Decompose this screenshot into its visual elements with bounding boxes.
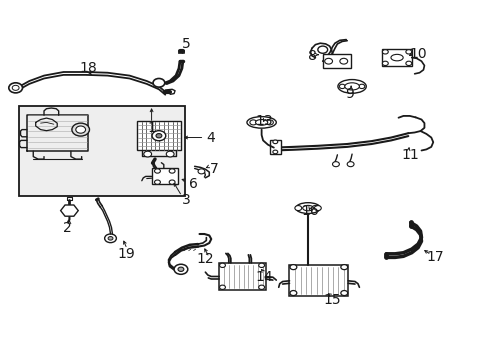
Ellipse shape	[255, 120, 267, 125]
Circle shape	[174, 264, 187, 274]
Ellipse shape	[344, 83, 359, 90]
Circle shape	[9, 83, 22, 93]
Text: 9: 9	[345, 87, 353, 100]
Circle shape	[153, 78, 164, 87]
Text: 14: 14	[255, 270, 272, 284]
Circle shape	[258, 285, 264, 289]
Bar	[219, 263, 265, 290]
Circle shape	[317, 46, 327, 53]
Circle shape	[156, 134, 162, 138]
Circle shape	[72, 123, 89, 136]
Text: 4: 4	[205, 131, 214, 144]
Circle shape	[143, 151, 151, 157]
Circle shape	[289, 265, 296, 270]
Circle shape	[152, 131, 165, 141]
Circle shape	[405, 61, 411, 66]
Text: 18: 18	[79, 61, 97, 75]
Circle shape	[382, 61, 387, 66]
Text: 3: 3	[181, 193, 190, 207]
Circle shape	[289, 291, 296, 296]
Circle shape	[358, 84, 364, 89]
Bar	[19, 106, 184, 196]
Circle shape	[219, 263, 225, 267]
Circle shape	[340, 265, 347, 270]
Text: 7: 7	[209, 162, 218, 176]
Circle shape	[178, 267, 183, 271]
Text: 15: 15	[323, 293, 341, 306]
Text: 6: 6	[188, 177, 197, 190]
Circle shape	[108, 237, 113, 240]
Circle shape	[258, 263, 264, 267]
Circle shape	[382, 50, 387, 54]
Circle shape	[272, 150, 277, 154]
Text: 8: 8	[307, 49, 316, 63]
Bar	[289, 265, 347, 296]
Circle shape	[339, 84, 345, 89]
Circle shape	[324, 58, 332, 64]
Ellipse shape	[295, 203, 320, 213]
Text: 10: 10	[408, 47, 426, 61]
Circle shape	[166, 151, 174, 157]
Bar	[151, 168, 178, 184]
Circle shape	[249, 120, 256, 125]
Text: 5: 5	[182, 37, 191, 51]
Text: 16: 16	[301, 204, 319, 217]
Ellipse shape	[337, 80, 366, 93]
Circle shape	[104, 234, 116, 243]
Circle shape	[272, 140, 277, 144]
Text: 19: 19	[117, 247, 135, 261]
Bar	[269, 140, 280, 154]
Text: 13: 13	[255, 114, 272, 127]
Circle shape	[198, 169, 204, 174]
Circle shape	[154, 180, 160, 184]
Circle shape	[169, 169, 175, 173]
Circle shape	[219, 285, 225, 289]
Circle shape	[340, 291, 347, 296]
Circle shape	[332, 162, 339, 167]
Circle shape	[405, 50, 411, 54]
Text: 1: 1	[147, 121, 156, 135]
Bar	[322, 54, 350, 68]
Bar	[382, 49, 411, 66]
Circle shape	[294, 206, 301, 211]
Circle shape	[12, 85, 19, 90]
Circle shape	[154, 169, 160, 173]
Text: 2: 2	[63, 221, 72, 234]
Text: 17: 17	[426, 251, 443, 264]
Circle shape	[314, 206, 321, 211]
Ellipse shape	[246, 117, 276, 128]
Ellipse shape	[390, 54, 403, 61]
Ellipse shape	[302, 205, 313, 211]
Text: 12: 12	[196, 252, 214, 266]
Circle shape	[76, 126, 85, 133]
Bar	[137, 121, 181, 150]
Circle shape	[266, 120, 273, 125]
Circle shape	[339, 58, 347, 64]
Circle shape	[169, 180, 175, 184]
Text: 11: 11	[401, 148, 419, 162]
Circle shape	[346, 162, 353, 167]
